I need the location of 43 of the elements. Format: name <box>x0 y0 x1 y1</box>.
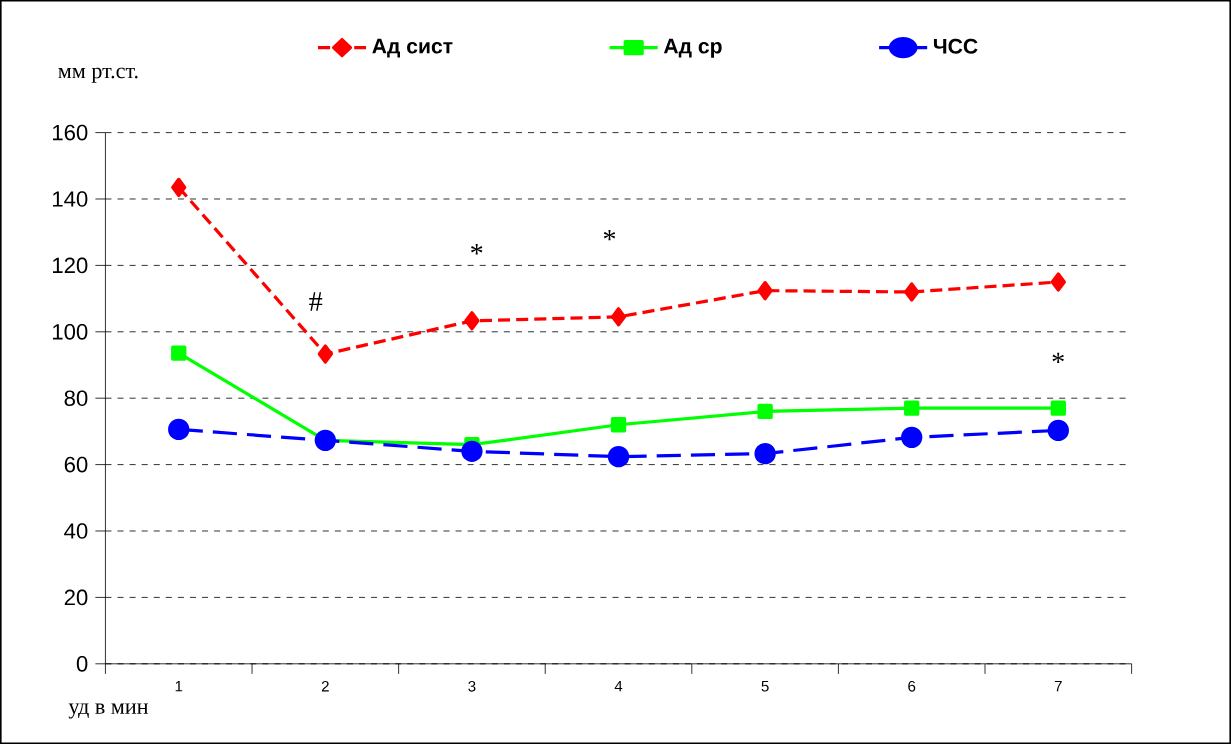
point <box>607 445 630 468</box>
annotation: * <box>603 229 616 241</box>
annotation: * <box>1052 352 1064 364</box>
y-tick-label: 140 <box>53 191 88 207</box>
point <box>461 440 483 462</box>
point <box>464 311 480 331</box>
point <box>904 400 920 416</box>
point <box>1050 272 1066 292</box>
y-axis-title: мм рт.ст. <box>58 67 138 83</box>
x-tick-label: 5 <box>761 680 769 692</box>
y-tick-label: 80 <box>64 390 88 407</box>
point <box>610 307 627 327</box>
legend-label: Ад ср <box>663 38 722 58</box>
point <box>1047 419 1069 442</box>
point <box>317 344 333 364</box>
legend-label: ЧСС <box>933 38 978 54</box>
point <box>1050 400 1066 416</box>
point <box>757 403 773 420</box>
x-tick-label: 7 <box>1054 680 1062 692</box>
annotation: * <box>471 244 483 255</box>
x-tick-label: 1 <box>175 680 183 692</box>
point <box>904 282 920 302</box>
x-axis-title: уд в мин <box>68 703 149 719</box>
y-tick-label: 40 <box>64 523 88 539</box>
point <box>754 442 776 465</box>
point <box>757 280 773 301</box>
point <box>171 177 187 197</box>
y-tick-label: 60 <box>64 456 88 473</box>
point <box>168 418 190 441</box>
x-tick-label: 2 <box>321 680 329 692</box>
y-tick-label: 100 <box>53 323 88 340</box>
x-tick-label: 6 <box>908 680 916 692</box>
annotation: # <box>309 292 323 311</box>
y-tick-label: 160 <box>53 124 88 141</box>
legend-label: Ад сист <box>372 38 453 58</box>
point <box>171 345 187 361</box>
point <box>610 417 627 433</box>
x-tick-label: 3 <box>468 680 476 692</box>
point <box>901 426 923 449</box>
y-tick-label: 120 <box>53 257 88 274</box>
y-tick-label: 0 <box>76 655 88 672</box>
y-tick-label: 20 <box>64 589 88 606</box>
x-tick-label: 4 <box>614 680 623 692</box>
